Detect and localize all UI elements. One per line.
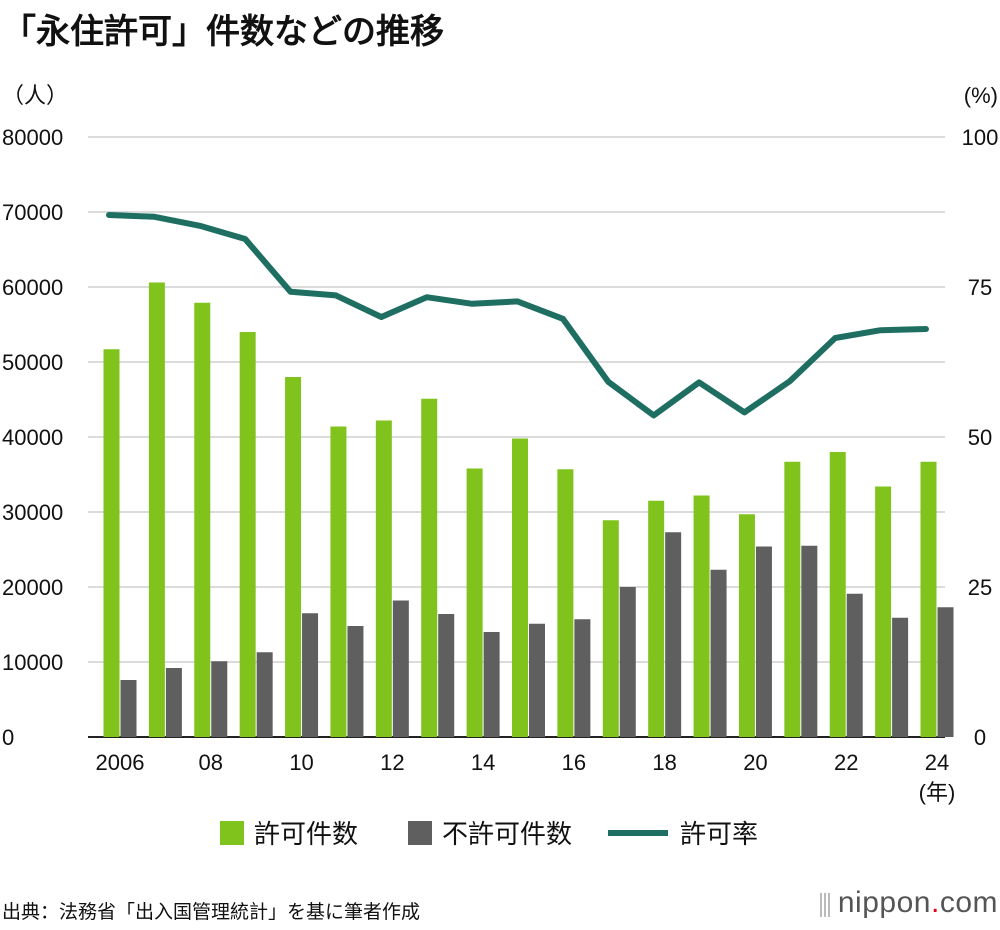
rate-line [106,212,929,419]
y-tick-left: 40000 [2,425,63,450]
bar-denied [710,569,727,737]
y-axis-unit-right: (%) [964,83,998,108]
brand-tld: com [939,886,998,919]
y-tick-left: 80000 [2,125,63,150]
y-tick-left: 20000 [2,575,63,600]
x-tick-label: 24 [925,750,949,775]
bar-denied [755,546,772,737]
chart-title: 「永住許可」件数などの推移 [2,12,444,52]
y-tick-right: 100 [962,125,999,150]
bar-permitted [421,398,438,737]
legend-swatch-denied [408,821,432,845]
bar-denied [801,545,818,737]
bar-denied [211,661,228,737]
x-tick-label: 22 [834,750,858,775]
bar-denied [937,607,954,737]
x-tick-label: 08 [199,750,223,775]
bar-permitted [602,520,619,737]
y-tick-left: 0 [2,725,14,750]
x-tick-label: 18 [652,750,676,775]
bar-permitted [194,302,211,737]
legend-label-denied: 不許可件数 [442,819,572,849]
bar-permitted [285,377,302,737]
legend-label-permitted: 許可件数 [254,819,358,849]
bar-denied [892,617,909,737]
x-tick-label: 10 [289,750,313,775]
bar-permitted [466,468,483,737]
bars [103,282,954,737]
y-tick-right: 0 [974,725,986,750]
bar-permitted [557,469,574,737]
brand-name: nippon [837,886,931,919]
logo-mark-icon [819,887,832,921]
y-tick-left: 30000 [2,500,63,525]
bar-permitted [512,438,528,737]
bar-denied [483,632,500,737]
bar-permitted [330,426,347,737]
bar-denied [438,614,455,737]
bar-permitted [693,495,710,737]
bar-denied [256,652,273,737]
bar-denied [347,626,364,737]
bar-denied [120,680,137,737]
x-tick-label: 12 [380,750,404,775]
axes: 0 10000 20000 30000 40000 50000 60000 70000 8000… [2,83,998,805]
bar-permitted [875,486,892,737]
chart: 0 10000 20000 30000 40000 50000 60000 70000 8000… [2,83,998,849]
bar-permitted [920,461,937,737]
y-tick-left: 10000 [2,650,63,675]
bar-permitted [103,349,120,737]
y-tick-right: 75 [968,275,992,300]
bar-denied [165,668,182,737]
bar-denied [392,600,409,737]
x-axis-unit: (年) [919,780,956,805]
bar-denied [665,532,682,737]
series-line-permit-rate [106,212,929,419]
legend: 許可件数 不許可件数 許可率 [220,819,758,849]
bar-permitted [784,461,801,737]
brand-logo[interactable]: nippon.com [819,886,998,921]
bar-permitted [738,514,755,737]
y-tick-right: 50 [968,425,992,450]
x-tick-label: 16 [562,750,586,775]
bar-denied [302,613,319,737]
bar-permitted [829,452,846,737]
bar-denied [574,619,591,737]
x-tick-label: 20 [743,750,767,775]
y-tick-left: 60000 [2,275,63,300]
bar-denied [846,593,863,737]
y-axis-unit-left: （人） [2,83,68,108]
y-tick-right: 25 [968,575,992,600]
bar-denied [529,623,545,737]
bar-denied [619,587,636,737]
bar-permitted [648,500,665,737]
source-note: 出典：法務省「出入国管理統計」を基に筆者作成 [2,901,421,923]
bar-permitted [239,332,256,737]
x-tick-label: 14 [471,750,495,775]
x-tick-label: 2006 [96,750,145,775]
y-tick-left: 70000 [2,200,63,225]
legend-label-rate: 許可率 [680,819,758,849]
bar-permitted [148,282,165,737]
y-tick-left: 50000 [2,350,63,375]
bar-permitted [375,420,392,737]
legend-swatch-permitted [220,821,244,845]
brand-dot: . [930,886,940,919]
